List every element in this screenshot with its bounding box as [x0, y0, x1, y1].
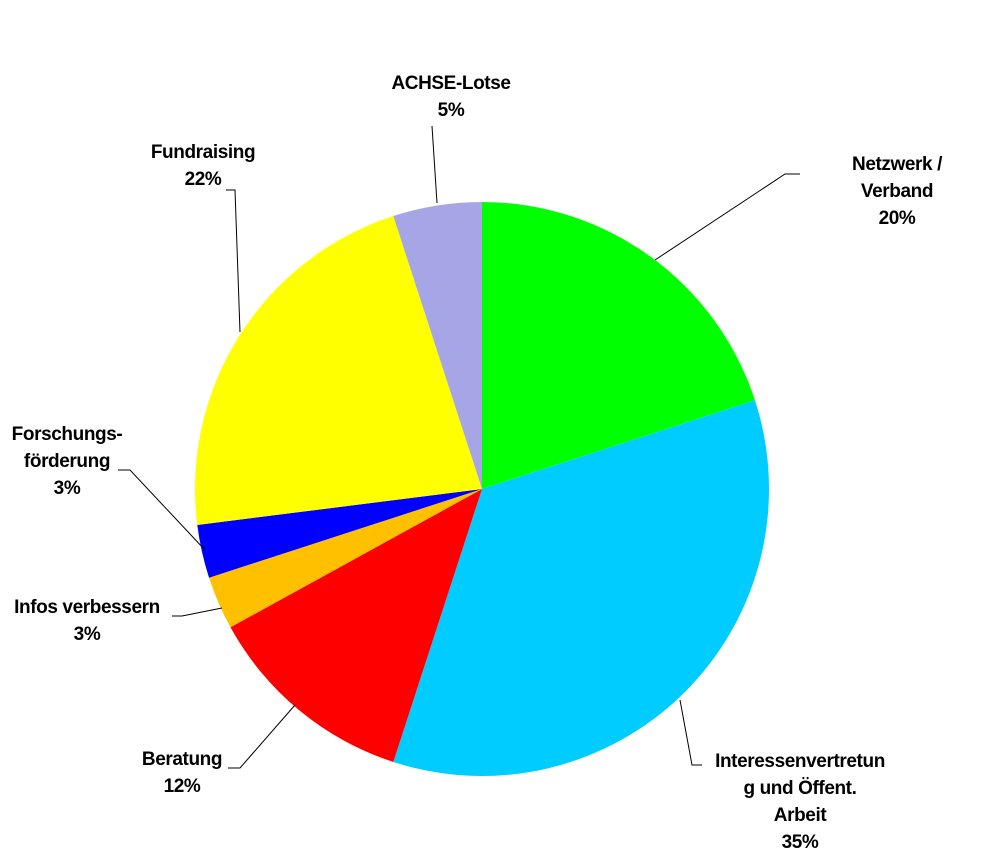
pie-slice [393, 400, 770, 776]
category-label: ACHSE-Lotse [391, 73, 511, 94]
leader-line [226, 189, 241, 333]
value-label: 20% [878, 208, 916, 229]
pie-slice [195, 216, 482, 525]
slice-label: Fundraising 22% [150, 139, 256, 193]
category-label: Beratung [141, 749, 223, 770]
value-label: 35% [781, 832, 819, 853]
pie-slice [209, 489, 482, 628]
slice-label: Forschungs- förderung 3% [12, 421, 123, 502]
slice-label: Interessenvertretun g und Öffent. Arbeit… [715, 748, 885, 856]
leader-line [118, 469, 206, 551]
pie-slice [482, 202, 755, 489]
leader-line [431, 125, 438, 204]
slice-label: ACHSE-Lotse 5% [391, 70, 511, 124]
value-label: 5% [437, 100, 465, 121]
leader-line [679, 699, 702, 766]
pie-slice [197, 489, 483, 578]
value-label: 22% [184, 169, 222, 190]
leader-line [228, 704, 296, 769]
slice-label: Netzwerk / Verband 20% [844, 151, 951, 232]
category-label: Forschungs- förderung [11, 424, 123, 472]
pie-slice [230, 489, 482, 762]
category-label: Interessenvertretun g und Öffent. Arbeit [715, 751, 885, 826]
value-label: 3% [73, 624, 101, 645]
category-label: Fundraising [150, 142, 256, 163]
pie-slice [393, 202, 482, 489]
value-label: 12% [163, 776, 201, 797]
category-label: Infos verbessern [14, 597, 160, 618]
slice-label: Infos verbessern 3% [14, 594, 160, 648]
category-label: Netzwerk / Verband [852, 154, 942, 202]
leader-line [654, 173, 800, 261]
value-label: 3% [53, 478, 81, 499]
leader-line [172, 607, 223, 617]
slice-label: Beratung 12% [141, 746, 223, 800]
